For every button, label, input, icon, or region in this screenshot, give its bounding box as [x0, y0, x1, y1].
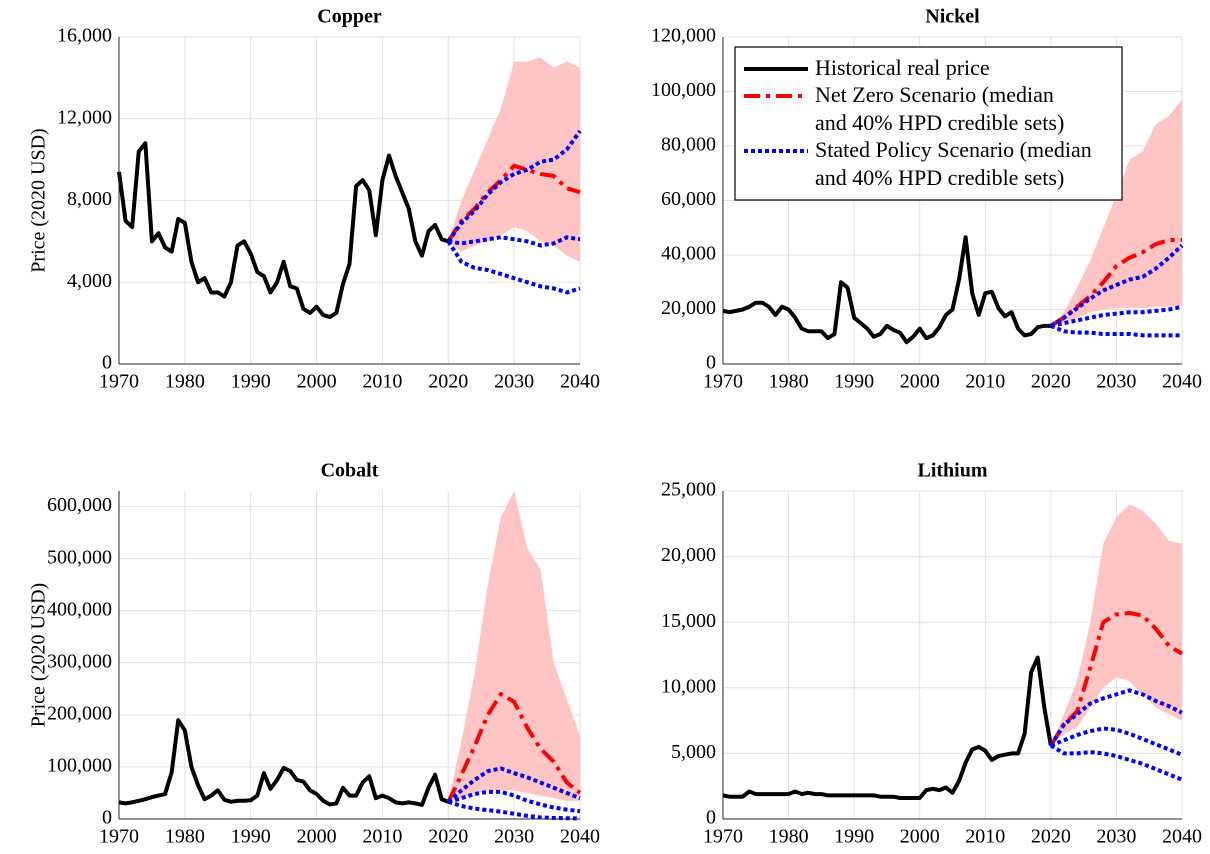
series-line [722, 235, 1051, 345]
y-tick-label: 100,000 [651, 79, 716, 101]
y-tick-label: 0 [102, 807, 112, 829]
x-tick-label: 1980 [769, 826, 809, 848]
series-line [1049, 688, 1183, 747]
y-tick-label: 15,000 [661, 610, 716, 632]
chart-title: Copper [317, 6, 382, 28]
subplot: 0 5,000 10,000 15,000 20,000 25,000 1970 1980 19… [661, 460, 1202, 848]
y-tick-label: 20,000 [661, 544, 716, 566]
series-line [446, 240, 581, 295]
legend-label: Net Zero Scenario (median and 40% HPD cr… [815, 82, 1065, 135]
x-tick-label: 1970 [99, 371, 139, 393]
series-line [722, 655, 1053, 801]
x-tick-label: 1990 [834, 826, 874, 848]
x-tick-label: 2000 [297, 371, 337, 393]
series-line [447, 235, 581, 248]
x-tick-label: 2020 [1031, 371, 1071, 393]
x-tick-label: 2030 [1096, 826, 1136, 848]
y-tick-label: 20,000 [661, 297, 716, 319]
x-tick-label: 1990 [231, 371, 271, 393]
series-line [1050, 726, 1183, 757]
y-tick-label: 300,000 [47, 650, 112, 672]
y-tick-label: 4,000 [67, 270, 112, 292]
subplot: 0 100,000 200,000 300,000 400,000 500,000 600,… [28, 460, 600, 848]
series-line [446, 766, 581, 804]
x-tick-label: 2010 [362, 371, 402, 393]
y-tick-label: 40,000 [661, 243, 716, 265]
series-line [447, 799, 581, 821]
legend-label: Historical real price [815, 55, 990, 80]
legend-box [734, 46, 1123, 201]
x-tick-label: 2000 [297, 826, 337, 848]
y-tick-label: 60,000 [661, 188, 716, 210]
x-tick-label: 2040 [560, 826, 600, 848]
y-tick-label: 12,000 [57, 106, 112, 128]
credible-band [448, 491, 580, 802]
x-tick-label: 1970 [703, 826, 743, 848]
x-tick-label: 2040 [1162, 371, 1202, 393]
series-line [1049, 244, 1184, 328]
y-tick-label: 5,000 [671, 741, 716, 763]
y-axis-label: Price (2020 USD) [28, 583, 50, 727]
x-tick-label: 1970 [703, 371, 743, 393]
series-line [446, 692, 582, 803]
x-tick-label: 2020 [1031, 826, 1071, 848]
y-tick-label: 0 [102, 352, 112, 374]
x-tick-label: 2030 [1096, 371, 1136, 393]
x-tick-label: 2010 [965, 826, 1005, 848]
x-tick-label: 2020 [428, 371, 468, 393]
y-axis-label: Price (2020 USD) [28, 128, 50, 272]
y-tick-label: 0 [706, 807, 716, 829]
x-tick-label: 1990 [834, 371, 874, 393]
chart-title: Cobalt [321, 460, 379, 482]
x-tick-label: 2010 [362, 826, 402, 848]
chart-title: Nickel [925, 6, 980, 28]
x-tick-label: 2030 [494, 826, 534, 848]
series-line [446, 129, 582, 243]
x-tick-label: 2000 [900, 371, 940, 393]
y-tick-label: 80,000 [661, 134, 716, 156]
y-tick-label: 16,000 [57, 25, 112, 47]
x-tick-label: 2040 [1162, 826, 1202, 848]
x-tick-label: 1980 [769, 371, 809, 393]
y-tick-label: 400,000 [47, 598, 112, 620]
y-tick-label: 8,000 [67, 188, 112, 210]
x-tick-label: 2030 [494, 371, 534, 393]
series-line [1049, 238, 1182, 328]
y-tick-label: 200,000 [47, 702, 112, 724]
series-line [1049, 743, 1183, 782]
y-tick-label: 120,000 [651, 25, 716, 47]
y-tick-label: 500,000 [47, 546, 112, 568]
subplot: 0 20,000 40,000 60,000 80,000 100,000 120,000 1… [651, 6, 1202, 393]
x-tick-label: 2040 [560, 371, 600, 393]
x-tick-label: 2020 [428, 826, 468, 848]
y-tick-label: 25,000 [661, 479, 716, 501]
y-tick-label: 100,000 [47, 755, 112, 777]
y-tick-label: 600,000 [47, 494, 112, 516]
x-tick-label: 1980 [165, 371, 205, 393]
chart-title: Lithium [917, 460, 987, 482]
series-line [447, 789, 581, 814]
series-line [1050, 304, 1183, 328]
credible-band [448, 57, 580, 262]
series-line [1050, 324, 1182, 338]
x-tick-label: 1990 [231, 826, 271, 848]
x-tick-label: 1970 [99, 826, 139, 848]
y-tick-label: 10,000 [661, 675, 716, 697]
x-tick-label: 2010 [965, 371, 1005, 393]
series-line [118, 718, 450, 807]
x-tick-label: 2000 [900, 826, 940, 848]
credible-band [1050, 99, 1182, 326]
subplot: 0 4,000 8,000 12,000 16,000 1970 1980 1990 2000 2… [28, 6, 600, 393]
y-tick-label: 0 [706, 352, 716, 374]
series-line [117, 141, 449, 319]
legend-label: Stated Policy Scenario (median and 40% H… [815, 137, 1092, 190]
x-tick-label: 1980 [165, 826, 205, 848]
